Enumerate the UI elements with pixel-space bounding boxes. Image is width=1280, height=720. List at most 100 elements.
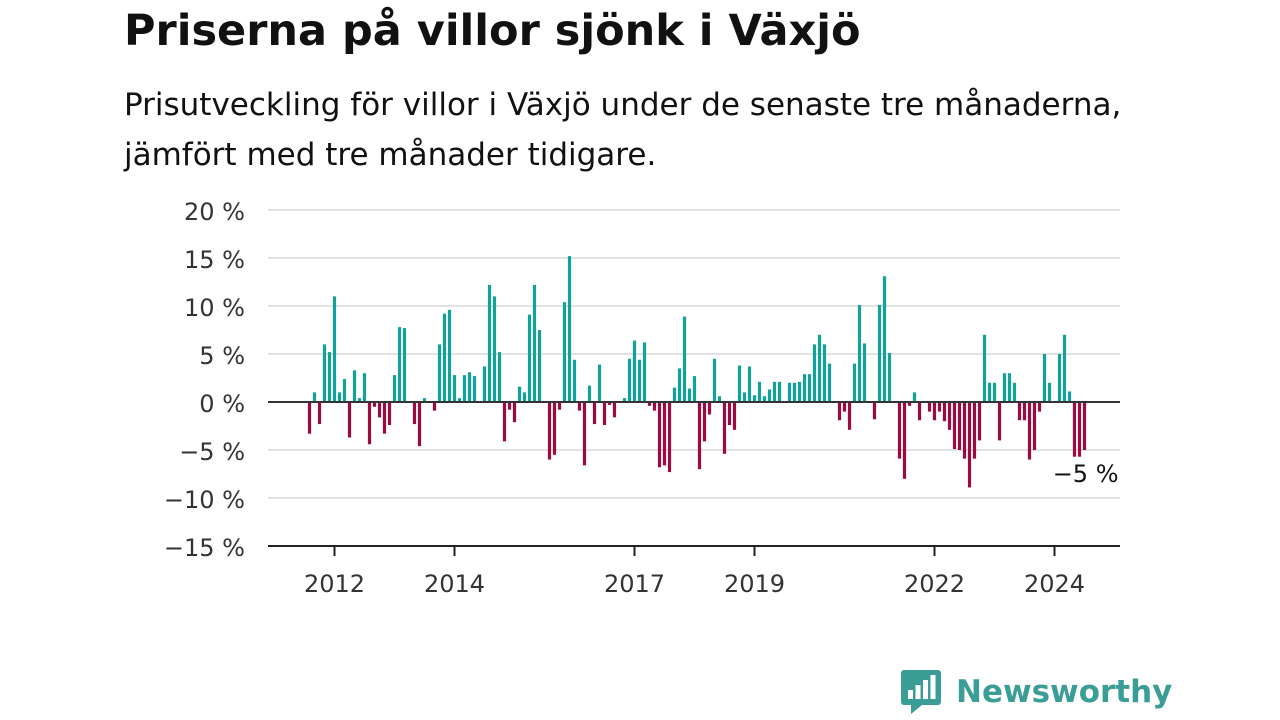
- x-tick-label: 2012: [304, 570, 365, 598]
- bar: [792, 382, 797, 402]
- bar: [362, 373, 367, 402]
- bar: [607, 402, 612, 405]
- bar: [807, 374, 812, 402]
- bar: [957, 402, 962, 450]
- bar: [847, 402, 852, 430]
- bar: [482, 366, 487, 402]
- bar: [822, 344, 827, 402]
- bar: [687, 388, 692, 402]
- y-tick-label: 15 %: [184, 246, 245, 274]
- bar: [672, 387, 677, 402]
- bar: [337, 392, 342, 402]
- bar: [467, 372, 472, 402]
- bar: [1077, 402, 1082, 457]
- bar: [627, 358, 632, 402]
- bar: [707, 402, 712, 415]
- bar: [342, 378, 347, 402]
- bar: [862, 343, 867, 402]
- bar: [517, 386, 522, 402]
- bar: [612, 402, 617, 418]
- bar: [717, 396, 722, 402]
- bar: [632, 340, 637, 402]
- bar: [392, 375, 397, 402]
- newsworthy-logo-icon: [901, 670, 941, 714]
- x-tick-label: 2017: [604, 570, 665, 598]
- y-tick-label: 20 %: [184, 198, 245, 226]
- bar: [827, 363, 832, 402]
- bar: [912, 392, 917, 402]
- bar: [767, 389, 772, 402]
- bar: [1002, 373, 1007, 402]
- bar: [702, 402, 707, 442]
- bar: [977, 402, 982, 441]
- newsworthy-logo[interactable]: Newsworthy: [900, 668, 1172, 716]
- bar: [597, 364, 602, 402]
- bar: [712, 358, 717, 402]
- bar: [882, 276, 887, 402]
- y-tick-label: −10 %: [164, 486, 245, 514]
- bar: [897, 402, 902, 459]
- y-tick-label: 0 %: [199, 390, 245, 418]
- bar: [857, 305, 862, 402]
- bar: [402, 328, 407, 402]
- bar: [972, 402, 977, 459]
- bar: [487, 284, 492, 402]
- bar: [1067, 391, 1072, 402]
- bar: [472, 376, 477, 402]
- bar: [442, 313, 447, 402]
- bar: [1047, 382, 1052, 402]
- bar: [877, 305, 882, 402]
- brand-name: Newsworthy: [956, 674, 1173, 710]
- bar: [572, 359, 577, 402]
- bar: [797, 381, 802, 402]
- bar: [567, 256, 572, 402]
- bar: [332, 296, 337, 402]
- y-axis-labels: 20 % 15 % 10 % 5 % 0 % −5 % −10 % −15 %: [164, 198, 245, 562]
- bar: [727, 402, 732, 426]
- bar: [817, 334, 822, 402]
- bar: [322, 344, 327, 402]
- bar: [772, 381, 777, 402]
- latest-value-label: −5 %: [1053, 460, 1119, 488]
- bar: [582, 402, 587, 466]
- bar: [312, 392, 317, 402]
- bar: [642, 342, 647, 402]
- bar: [652, 402, 657, 411]
- bar: [987, 382, 992, 402]
- bar: [562, 302, 567, 402]
- bar: [722, 402, 727, 454]
- bar: [887, 353, 892, 402]
- bar: [657, 402, 662, 468]
- bar: [507, 402, 512, 410]
- bar: [787, 382, 792, 402]
- bar: [437, 344, 442, 402]
- bar: [647, 402, 652, 406]
- bar: [552, 402, 557, 455]
- bar: [852, 363, 857, 402]
- bar: [742, 392, 747, 402]
- bar: [1072, 402, 1077, 457]
- bar: [947, 402, 952, 430]
- bar: [982, 334, 987, 402]
- annotations: −5 %: [1053, 460, 1119, 488]
- bar: [962, 402, 967, 459]
- bar: [747, 366, 752, 402]
- bar: [812, 344, 817, 402]
- bar: [677, 368, 682, 402]
- bar: [367, 402, 372, 445]
- bar: [932, 402, 937, 421]
- bar: [577, 402, 582, 411]
- bar: [377, 402, 382, 418]
- bar: [497, 352, 502, 402]
- bar: [837, 402, 842, 421]
- y-tick-label: 10 %: [184, 294, 245, 322]
- bar: [317, 402, 322, 425]
- bar: [1032, 402, 1037, 450]
- bar: [1017, 402, 1022, 421]
- bar: [457, 398, 462, 402]
- bar: [902, 402, 907, 479]
- bar: [697, 402, 702, 470]
- bar: [347, 402, 352, 438]
- bar: [452, 375, 457, 402]
